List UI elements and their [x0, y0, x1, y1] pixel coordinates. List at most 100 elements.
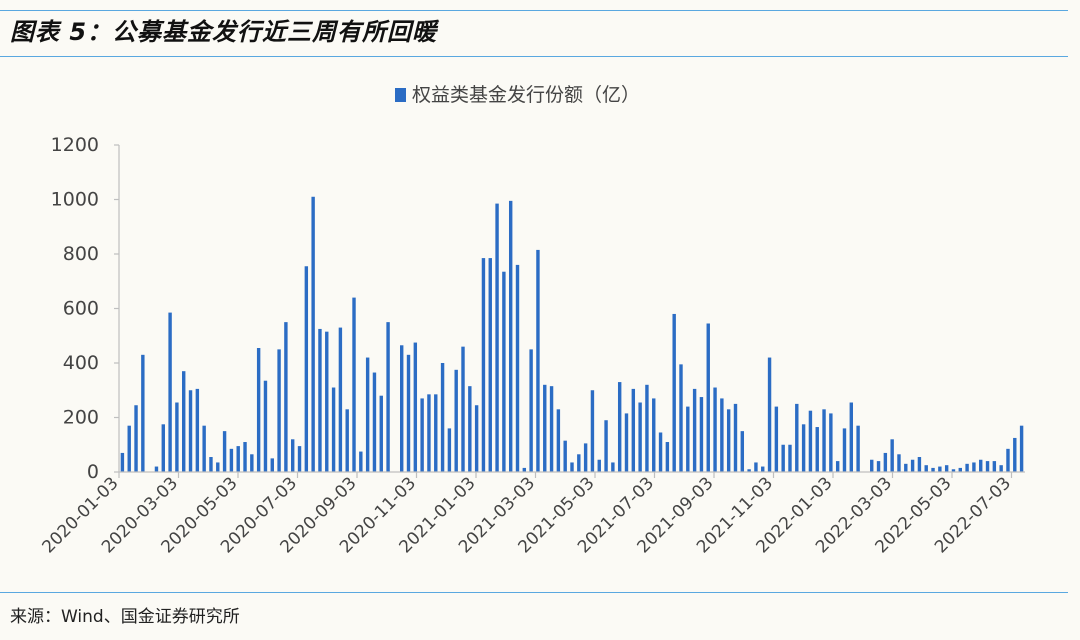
bar [686, 406, 690, 472]
bar [808, 410, 813, 472]
bar [972, 462, 976, 472]
bar [645, 384, 649, 472]
y-axis: 0 200 400 600 800 1000 1200 [51, 134, 120, 483]
bar [543, 384, 547, 472]
bar [508, 200, 513, 473]
y-tick-label: 1000 [51, 189, 99, 211]
bar [842, 428, 847, 472]
bar [229, 448, 234, 472]
bar [277, 349, 281, 473]
bar [222, 431, 227, 473]
bar [331, 387, 336, 472]
bar [379, 395, 383, 472]
figure-title: 图表 5：公募基金发行近三周有所回暖 [10, 18, 438, 46]
bar [638, 402, 642, 472]
bar [761, 466, 765, 472]
y-tick-label: 200 [63, 407, 99, 429]
bar [195, 388, 200, 472]
bar [400, 345, 404, 472]
bar [726, 409, 731, 472]
bar [175, 402, 179, 472]
bar [699, 397, 704, 472]
bar [141, 354, 145, 472]
bar [672, 313, 676, 472]
bar [256, 348, 261, 472]
bar [250, 454, 254, 472]
bar [134, 405, 138, 472]
bar [304, 266, 309, 472]
bar [904, 463, 908, 472]
bar [754, 462, 758, 472]
bar [590, 390, 595, 472]
x-axis: 2020-01-032020-03-032020-05-032020-07-03… [39, 471, 1025, 557]
bar [427, 394, 431, 472]
bar [406, 354, 411, 472]
bar [658, 432, 663, 472]
bar [359, 451, 363, 472]
bar [822, 409, 826, 472]
source-note: 来源：Wind、国金证券研究所 [10, 607, 240, 627]
bar [679, 364, 683, 472]
bar [161, 424, 165, 472]
bar [454, 369, 458, 472]
bar [958, 467, 962, 472]
bar [420, 398, 424, 472]
bar [897, 454, 901, 472]
bar [767, 357, 772, 472]
bar [944, 465, 949, 472]
bar [815, 427, 819, 472]
bar [829, 413, 833, 472]
bar [291, 439, 295, 472]
bar [1006, 448, 1010, 472]
bar [917, 457, 922, 472]
bar [849, 402, 853, 472]
bar [890, 439, 894, 472]
bar [604, 420, 608, 472]
bar [188, 390, 193, 472]
bar [774, 406, 779, 472]
source-rule [0, 592, 1068, 593]
bar [1013, 437, 1017, 472]
bar [263, 380, 268, 472]
bar [951, 469, 956, 472]
bar [549, 386, 554, 472]
bar [985, 461, 990, 472]
y-tick-label: 600 [63, 298, 99, 320]
bar [182, 371, 186, 472]
bar [801, 424, 806, 472]
bar [570, 462, 574, 472]
bar [740, 431, 745, 473]
bar [795, 403, 799, 473]
bar [529, 349, 533, 473]
bar [345, 409, 349, 472]
bar [910, 459, 915, 472]
bar [665, 442, 670, 472]
bar [835, 461, 840, 472]
bar [168, 312, 172, 472]
bar [461, 346, 465, 472]
bar [209, 457, 213, 472]
bar [720, 398, 724, 472]
title-bottom-rule [0, 56, 1068, 57]
bar [440, 363, 445, 472]
bar-series [120, 196, 1024, 473]
bar [931, 467, 935, 472]
title-top-rule [0, 10, 1068, 11]
bar [413, 342, 418, 472]
bar [481, 258, 486, 472]
bar [788, 444, 792, 472]
bar [515, 264, 520, 472]
bar [856, 425, 860, 472]
bar [747, 469, 751, 472]
bar [583, 443, 588, 472]
bar [577, 454, 581, 472]
bar [1019, 425, 1024, 472]
bar [652, 398, 656, 472]
bar [522, 467, 527, 472]
bar [154, 466, 159, 472]
bar [883, 452, 888, 472]
bar [631, 388, 636, 472]
y-tick-label: 400 [63, 352, 99, 374]
bar [992, 461, 997, 472]
bar [781, 444, 785, 472]
